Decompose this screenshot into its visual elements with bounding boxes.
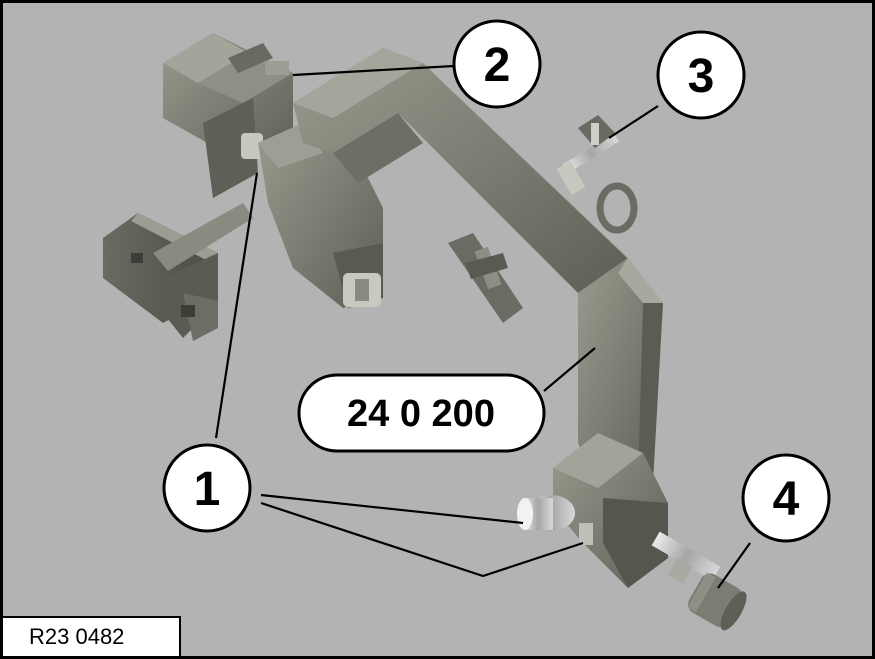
callout-2-label: 2 <box>484 39 511 92</box>
center-adjuster <box>448 233 523 323</box>
callout-3: 3 <box>656 30 746 120</box>
upper-clamp-block <box>163 33 293 198</box>
tool-number-label: 24 0 200 <box>297 373 546 453</box>
callout-1-label: 1 <box>194 463 221 516</box>
callout-3-label: 3 <box>688 50 715 103</box>
tool-illustration: 2 3 1 4 24 0 200 <box>103 19 831 631</box>
figure-reference-code: R23 0482 <box>3 616 181 656</box>
threaded-pin <box>556 115 638 234</box>
left-mounting-bracket <box>103 203 253 341</box>
callout-4-label: 4 <box>773 473 800 526</box>
tool-number-text: 24 0 200 <box>347 393 495 435</box>
callout-1: 1 <box>162 443 252 533</box>
leader-lines <box>214 64 751 589</box>
callout-4: 4 <box>741 453 831 543</box>
lower-clamp-block <box>517 433 747 631</box>
callout-2: 2 <box>452 19 542 109</box>
